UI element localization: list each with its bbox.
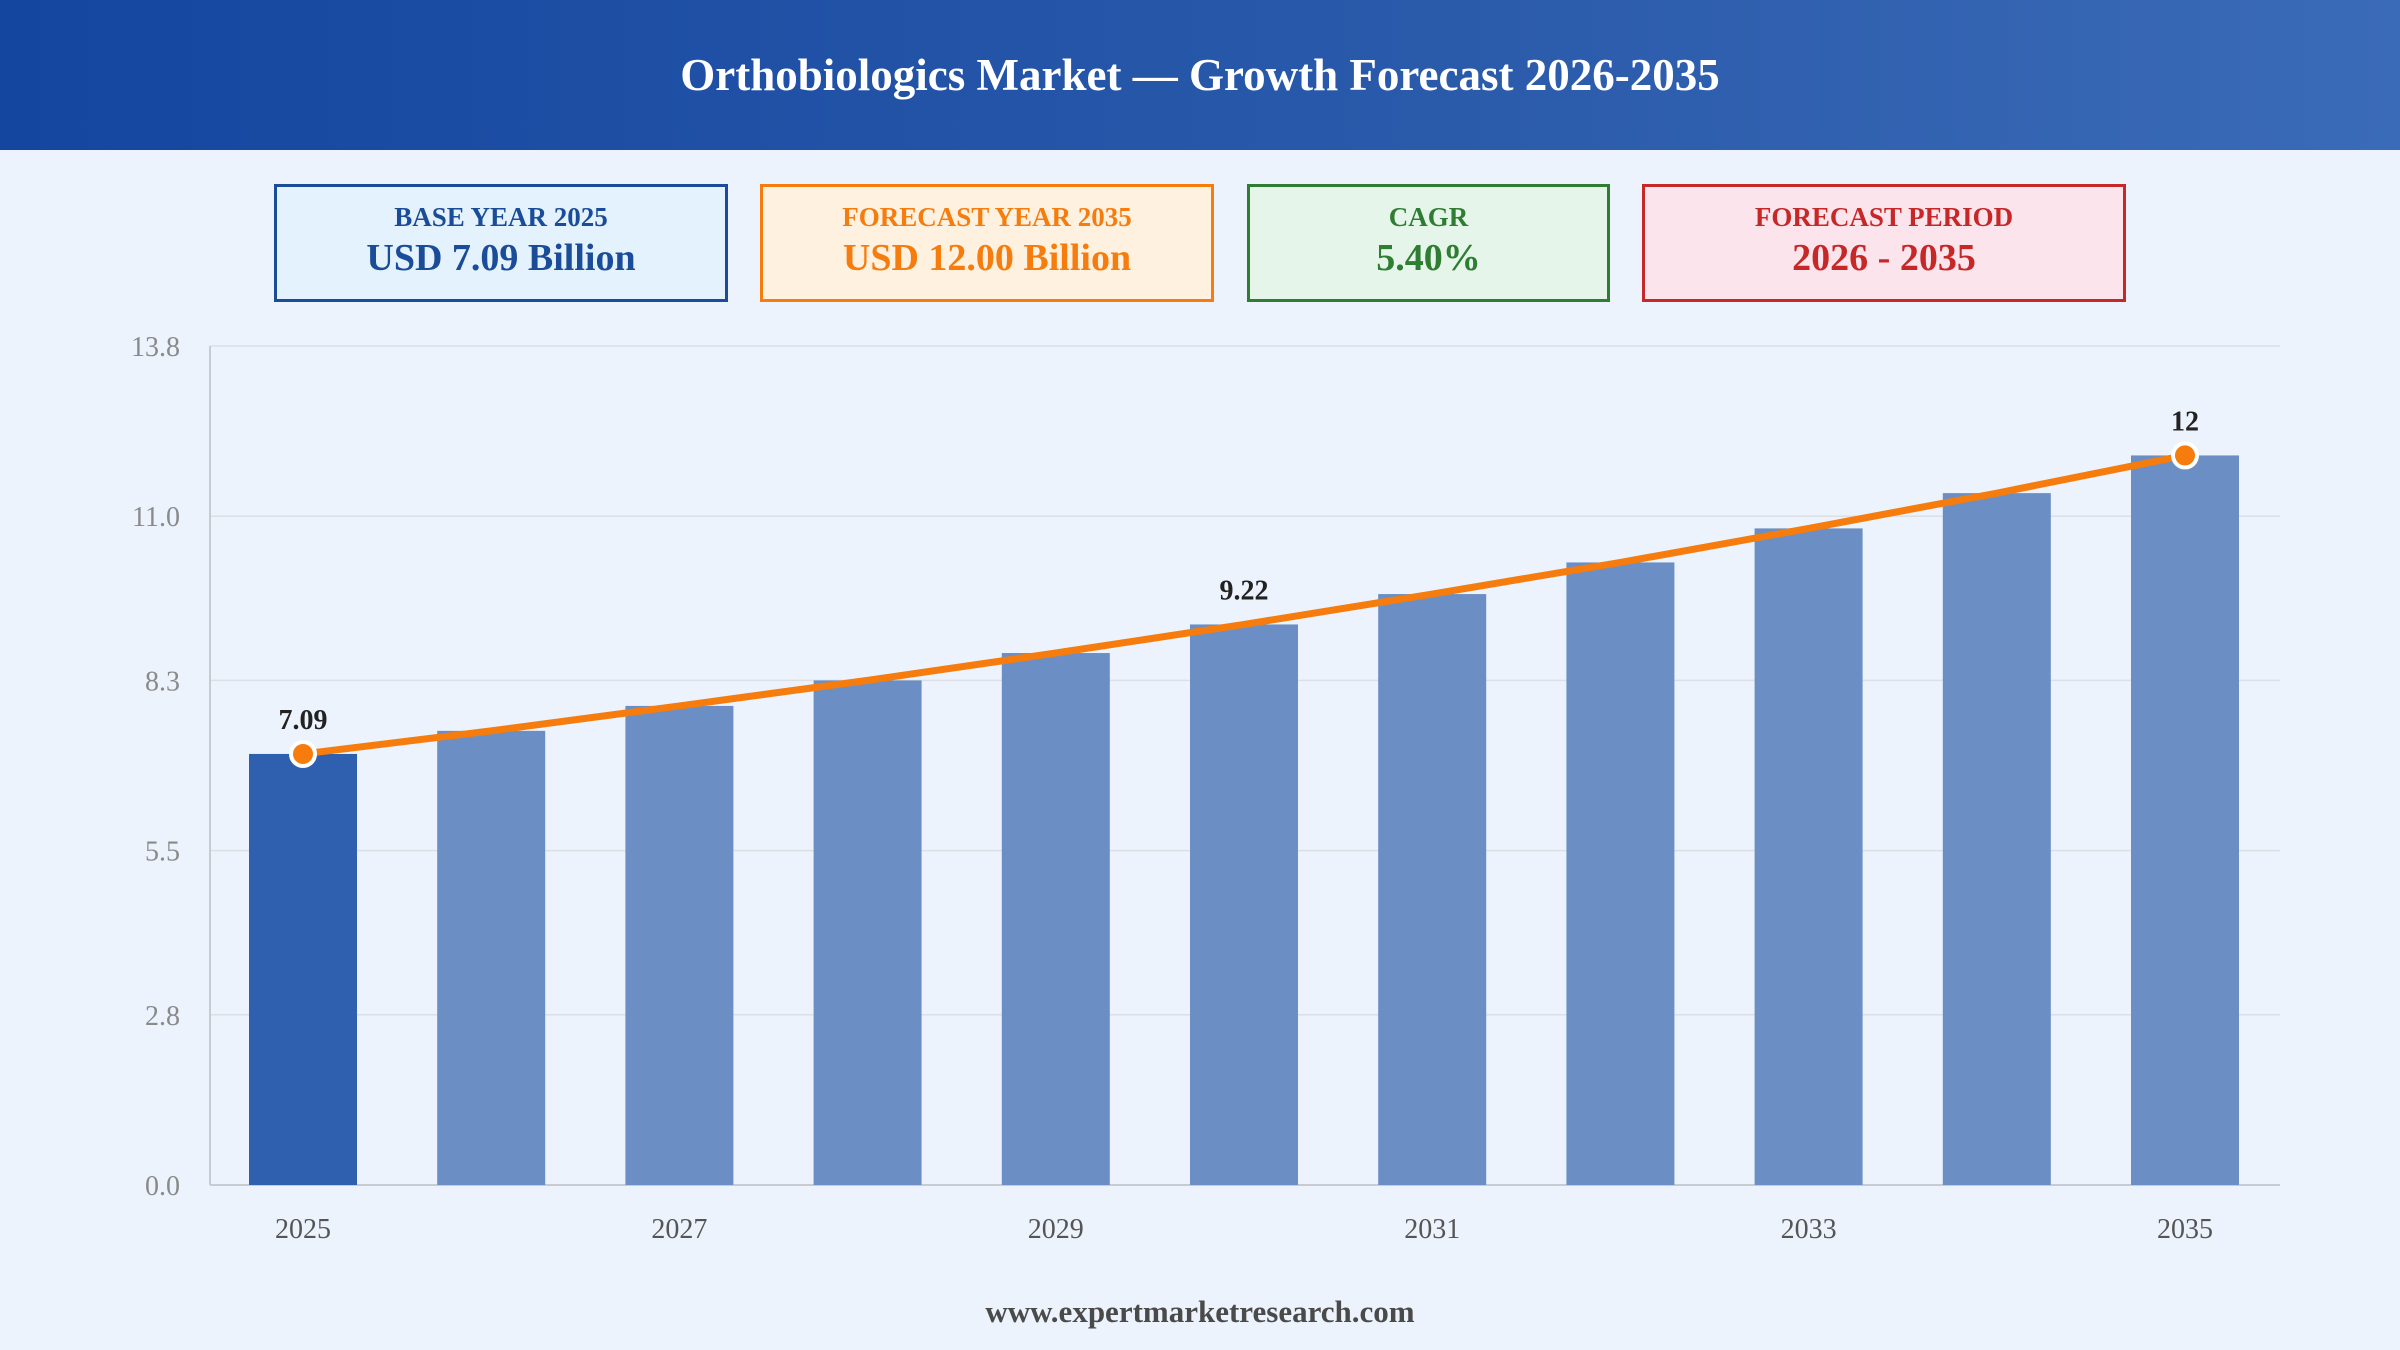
data-label: 12 <box>2171 406 2199 437</box>
y-tick-label: 11.0 <box>132 502 180 533</box>
y-tick-label: 0.0 <box>145 1171 180 1202</box>
x-tick-label: 2025 <box>275 1214 331 1245</box>
data-label: 7.09 <box>279 705 328 736</box>
bar-2033 <box>1754 528 1863 1185</box>
header-banner: Orthobiologics Market — Growth Forecast … <box>0 0 2400 150</box>
cagr-value: 5.40% <box>1376 237 1481 280</box>
y-tick-label: 13.8 <box>131 332 180 363</box>
bar-2027 <box>625 705 734 1185</box>
base-year-card: BASE YEAR 2025 USD 7.09 Billion <box>274 184 728 302</box>
bar-2026 <box>437 730 546 1185</box>
trend-marker <box>2171 441 2199 470</box>
base-year-label: BASE YEAR 2025 <box>394 202 608 233</box>
y-tick-label: 5.5 <box>145 837 180 868</box>
x-tick-label: 2027 <box>651 1214 707 1245</box>
forecast-period-value: 2026 - 2035 <box>1792 237 1976 280</box>
forecast-year-value: USD 12.00 Billion <box>842 237 1132 280</box>
bar-2031 <box>1378 594 1487 1185</box>
source-footer: www.expertmarketresearch.com <box>985 1294 1415 1329</box>
x-tick-label: 2035 <box>2157 1214 2213 1245</box>
bar-2030 <box>1190 624 1298 1185</box>
y-tick-label: 8.3 <box>145 666 180 697</box>
chart-title: Orthobiologics Market — Growth Forecast … <box>680 50 1720 100</box>
bar-2029 <box>1001 653 1110 1185</box>
forecast-period-label: FORECAST PERIOD <box>1754 202 2014 233</box>
forecast-year-label: FORECAST YEAR 2035 <box>842 202 1132 233</box>
trend-line <box>299 451 2189 758</box>
y-tick-label: 2.8 <box>145 1001 180 1032</box>
data-label: 9.22 <box>1220 575 1269 606</box>
forecast-period-card: FORECAST PERIOD 2026 - 2035 <box>1642 184 2126 302</box>
trend-marker <box>289 739 317 768</box>
cagr-card: CAGR 5.40% <box>1247 184 1610 302</box>
x-tick-label: 2029 <box>1028 1214 1084 1245</box>
base-year-value: USD 7.09 Billion <box>366 237 636 280</box>
bar-2035 <box>2131 455 2239 1185</box>
bar-2032 <box>1566 562 1675 1185</box>
bar-2028 <box>813 680 922 1185</box>
forecast-year-card: FORECAST YEAR 2035 USD 12.00 Billion <box>760 184 1214 302</box>
cagr-label: CAGR <box>1388 202 1469 233</box>
bar-2025 <box>249 753 357 1185</box>
x-tick-label: 2033 <box>1781 1214 1837 1245</box>
x-tick-label: 2031 <box>1404 1214 1460 1245</box>
bar-2034 <box>1942 493 2051 1185</box>
